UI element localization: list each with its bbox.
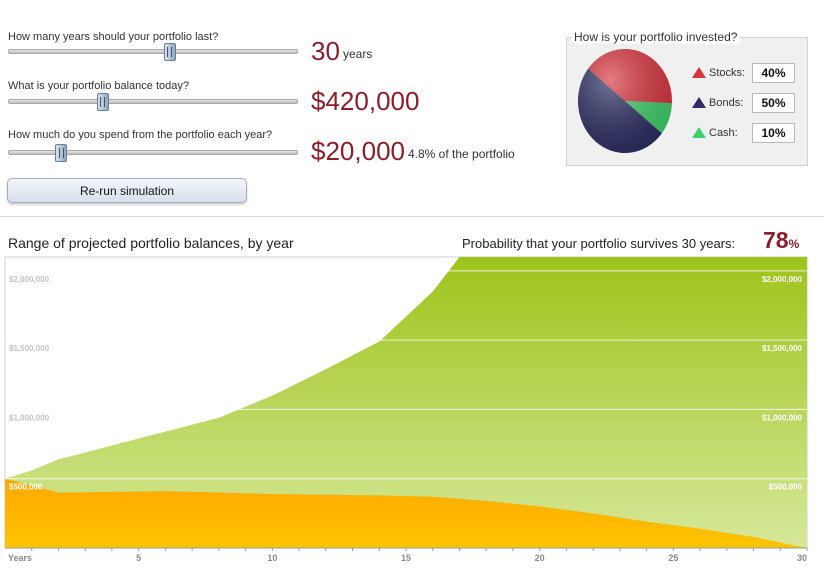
probability-value: 78% [763,227,799,254]
spend-slider-thumb[interactable] [55,144,68,162]
chart-title: Range of projected portfolio balances, b… [8,235,294,251]
stocks-label: Stocks: [709,67,746,79]
bonds-input[interactable]: 50% [752,93,795,113]
spend-slider-track[interactable] [8,150,298,155]
years-value: 30 [311,36,340,66]
cash-legend-triangle-icon [692,127,706,138]
spend-value: $20,000 [311,136,405,166]
probability-number: 78 [763,227,789,253]
stocks-legend-triangle-icon [692,67,706,78]
allocation-title: How is your portfolio invested? [571,30,741,44]
stocks-input[interactable]: 40% [752,63,795,83]
probability-label: Probability that your portfolio survives… [462,236,736,251]
balance-slider-track[interactable] [8,99,298,104]
x-tick-label: 10 [267,553,277,563]
y-tick-label-left: $1,000,000 [9,413,50,422]
balance-slider-thumb[interactable] [96,93,109,111]
y-tick-label-left: $2,000,000 [9,275,50,284]
y-tick-label-right: $2,000,000 [762,275,803,284]
balance-value: $420,000 [311,86,420,116]
x-tick-label: 30 [797,553,807,563]
x-tick-label: 5 [136,553,141,563]
bonds-label: Bonds: [709,97,744,109]
x-tick-label: 15 [401,553,411,563]
upper-range-area [5,257,807,548]
y-tick-label-right: $1,500,000 [762,344,803,353]
x-tick-label: 20 [535,553,545,563]
years-question: How many years should your portfolio las… [8,31,219,43]
x-tick-label: 25 [668,553,678,563]
y-tick-label-right: $1,000,000 [762,413,803,422]
spend-question: How much do you spend from the portfolio… [8,129,273,141]
cash-label: Cash: [709,127,738,139]
y-tick-label-right: $500,000 [769,483,803,492]
probability-unit: % [788,237,800,251]
median-range-area [5,478,807,548]
y-tick-label-left: $500,000 [9,483,43,492]
rerun-simulation-button[interactable]: Re-run simulation [7,178,247,203]
bonds-legend-triangle-icon [692,97,706,108]
cash-input[interactable]: 10% [752,123,795,143]
pie-shading [578,49,672,153]
years-slider-thumb[interactable] [163,43,176,61]
x-axis-label: Years [8,553,32,563]
years-unit: years [343,47,373,61]
section-divider [0,216,824,217]
balance-range-chart: $2,000,000 $2,000,000 $1,500,000 $1,500,000… [4,256,808,563]
balance-question: What is your portfolio balance today? [8,80,189,92]
y-tick-label-left: $1,500,000 [9,344,50,353]
spend-note: 4.8% of the portfolio [408,147,515,161]
years-slider-track[interactable] [8,49,298,54]
allocation-pie-chart [578,49,672,153]
